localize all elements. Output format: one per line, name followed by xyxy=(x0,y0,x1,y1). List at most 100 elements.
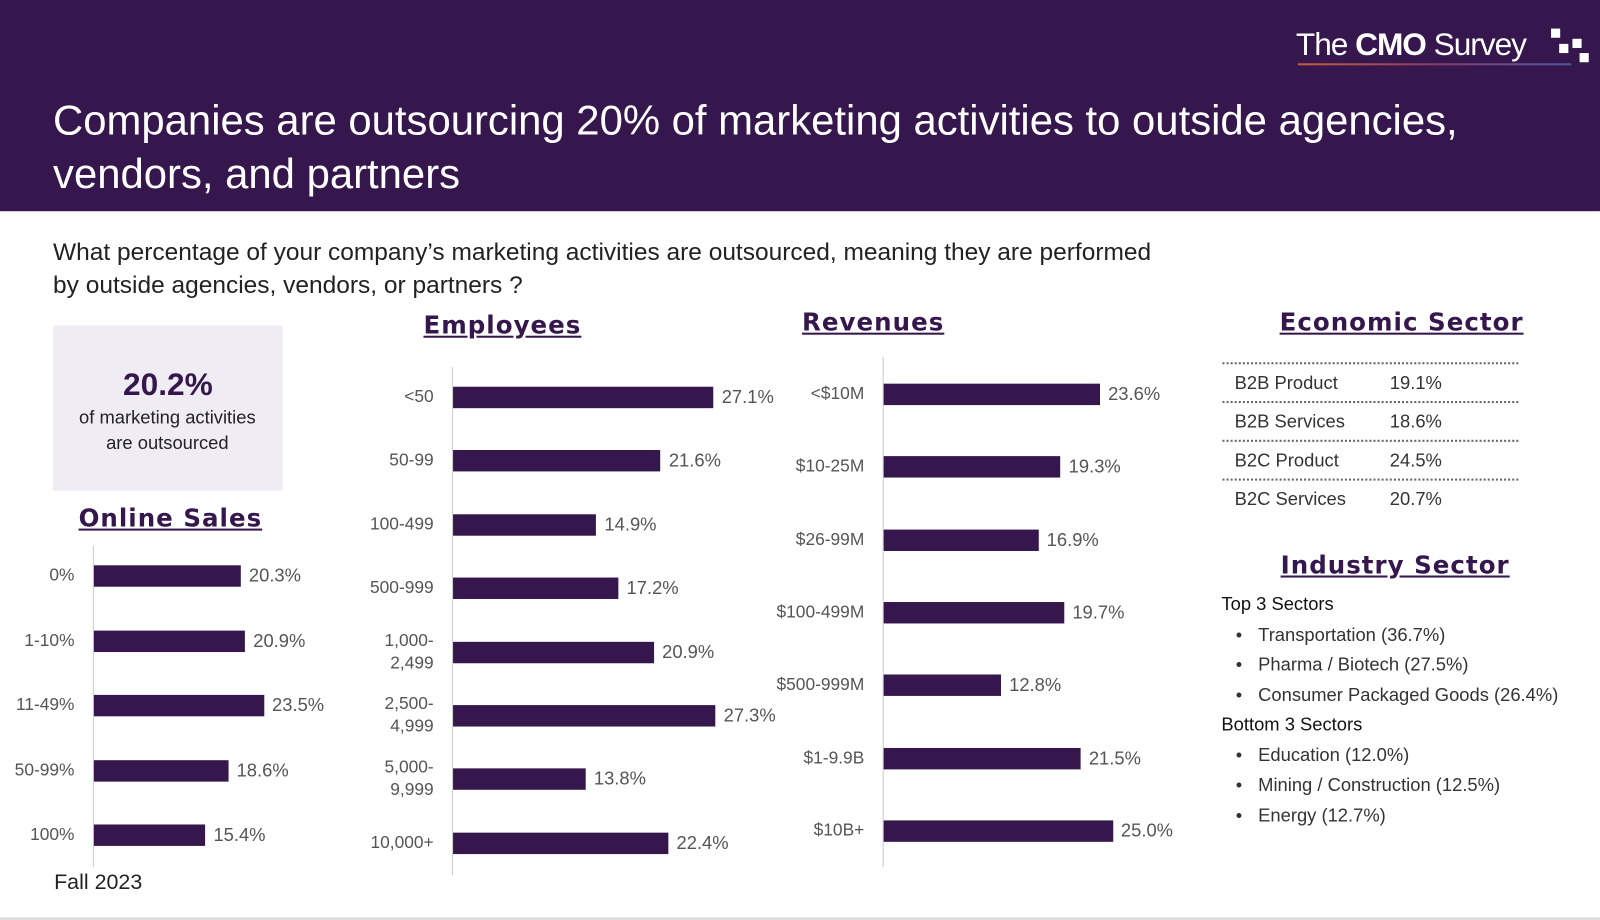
employees-data-label: 13.8% xyxy=(593,768,646,790)
online-sales-bar xyxy=(93,824,206,846)
logo-underline xyxy=(1297,63,1572,66)
online-sales-bar xyxy=(93,759,229,782)
list-item: Transportation (36.7%) xyxy=(1221,620,1558,650)
kpi-text: of marketing activities are outsourced xyxy=(79,407,256,454)
top-sectors-heading: Top 3 Sectors xyxy=(1221,593,1334,615)
online-sales-data-label: 23.5% xyxy=(272,694,325,716)
list-item: Energy (12.7%) xyxy=(1221,801,1558,831)
survey-date: Fall 2023 xyxy=(54,870,143,894)
employees-category-label: 100-499 xyxy=(370,514,434,534)
bottom-divider xyxy=(0,917,1600,920)
page-title: Companies are outsourcing 20% of marketi… xyxy=(53,96,1458,197)
employees-bar xyxy=(453,386,714,409)
online-sales-bar xyxy=(93,565,241,587)
employees-category-label: 2,500- 4,999 xyxy=(384,693,434,736)
online-sales-category-label: 50-99% xyxy=(14,759,75,780)
list-item: Education (12.0%) xyxy=(1221,740,1558,770)
table-row: B2C Services 20.7% xyxy=(1222,478,1519,518)
sector-value: 18.6% xyxy=(1389,410,1442,432)
revenues-data-label: 19.7% xyxy=(1072,601,1125,623)
cmo-survey-logo: The CMO Survey xyxy=(1295,26,1527,63)
header-banner: Companies are outsourcing 20% of marketi… xyxy=(0,0,1600,212)
revenues-category-label: $10B+ xyxy=(813,820,865,840)
revenues-category-label: $1-9.9B xyxy=(803,747,865,767)
list-item: Consumer Packaged Goods (26.4%) xyxy=(1221,680,1559,710)
employees-data-label: 14.9% xyxy=(604,514,657,535)
employees-bar xyxy=(453,641,654,663)
employees-data-label: 20.9% xyxy=(662,641,715,662)
sector-value: 24.5% xyxy=(1389,449,1442,470)
sector-name: B2C Product xyxy=(1234,449,1339,470)
industry-sector-list: Top 3 Sectors Transportation (36.7%) Pha… xyxy=(1221,590,1558,831)
online-sales-axis xyxy=(92,545,94,868)
revenues-bar xyxy=(883,747,1081,769)
employees-category-label: 5,000- 9,999 xyxy=(384,757,434,800)
online-sales-category-label: 100% xyxy=(30,824,75,844)
employees-bar xyxy=(453,832,669,854)
sector-value: 20.7% xyxy=(1389,488,1442,509)
employees-bar xyxy=(453,450,661,472)
logo-square-icon xyxy=(1559,43,1569,54)
revenues-bar xyxy=(883,456,1061,478)
employees-data-label: 27.3% xyxy=(723,705,776,726)
revenues-data-label: 16.9% xyxy=(1046,529,1099,550)
online-sales-title: Online Sales xyxy=(78,504,263,533)
employees-data-label: 22.4% xyxy=(676,832,729,853)
online-sales-category-label: 11-49% xyxy=(15,694,75,715)
employees-category-label: 10,000+ xyxy=(370,832,434,852)
sector-name: B2B Services xyxy=(1234,410,1345,432)
employees-bar xyxy=(453,577,619,600)
revenues-category-label: $100-499M xyxy=(776,601,865,622)
online-sales-data-label: 18.6% xyxy=(236,759,289,781)
table-row: B2C Product 24.5% xyxy=(1222,439,1519,479)
revenues-category-label: $10-25M xyxy=(795,456,865,476)
revenues-category-label: $26-99M xyxy=(795,529,865,549)
logo-square-icon xyxy=(1551,28,1561,38)
kpi-value: 20.2% xyxy=(123,366,213,403)
online-sales-category-label: 1-10% xyxy=(24,630,75,650)
employees-title: Employees xyxy=(423,311,582,340)
online-sales-category-label: 0% xyxy=(49,565,75,585)
employees-category-label: 50-99 xyxy=(389,450,434,470)
revenues-data-label: 12.8% xyxy=(1009,674,1062,696)
employees-category-label: 1,000- 2,499 xyxy=(384,630,434,673)
revenues-bar xyxy=(883,383,1100,406)
employees-axis xyxy=(452,367,454,876)
logo-square-icon xyxy=(1572,38,1582,48)
employees-bar xyxy=(453,768,586,791)
table-row: B2B Services 18.6% xyxy=(1222,401,1519,440)
kpi-box: 20.2% of marketing activities are outsou… xyxy=(53,325,283,491)
revenues-data-label: 21.5% xyxy=(1088,747,1141,768)
table-row: B2B Product 19.1% xyxy=(1222,362,1519,401)
employees-category-label: <50 xyxy=(404,386,434,407)
list-item: Mining / Construction (12.5%) xyxy=(1221,770,1558,800)
employees-category-label: 500-999 xyxy=(370,577,434,598)
revenues-category-label: <$10M xyxy=(810,383,865,404)
industry-sector-title: Industry Sector xyxy=(1280,551,1510,580)
bottom-sectors-heading: Bottom 3 Sectors xyxy=(1221,714,1363,735)
online-sales-bar xyxy=(93,694,264,717)
economic-sector-title: Economic Sector xyxy=(1279,308,1524,337)
survey-question: What percentage of your company’s market… xyxy=(53,238,1152,299)
economic-sector-table: B2B Product 19.1% B2B Services 18.6% B2C P… xyxy=(1222,362,1519,518)
online-sales-data-label: 20.3% xyxy=(248,565,301,586)
employees-data-label: 21.6% xyxy=(668,450,721,471)
online-sales-bar xyxy=(93,630,246,652)
revenues-bar xyxy=(883,820,1113,842)
sector-name: B2C Services xyxy=(1234,488,1346,509)
revenues-bar xyxy=(883,529,1039,551)
employees-bar xyxy=(453,705,716,727)
online-sales-data-label: 15.4% xyxy=(213,824,266,845)
revenues-bar xyxy=(883,674,1001,697)
employees-data-label: 27.1% xyxy=(721,386,774,408)
revenues-data-label: 25.0% xyxy=(1120,820,1173,841)
list-item: Pharma / Biotech (27.5%) xyxy=(1221,650,1558,680)
revenues-title: Revenues xyxy=(802,308,945,337)
sector-name: B2B Product xyxy=(1234,371,1338,393)
revenues-category-label: $500-999M xyxy=(776,674,865,695)
employees-data-label: 17.2% xyxy=(626,577,679,599)
online-sales-data-label: 20.9% xyxy=(253,630,306,651)
revenues-axis xyxy=(882,357,884,868)
logo-square-icon xyxy=(1579,53,1589,63)
employees-bar xyxy=(453,514,597,536)
